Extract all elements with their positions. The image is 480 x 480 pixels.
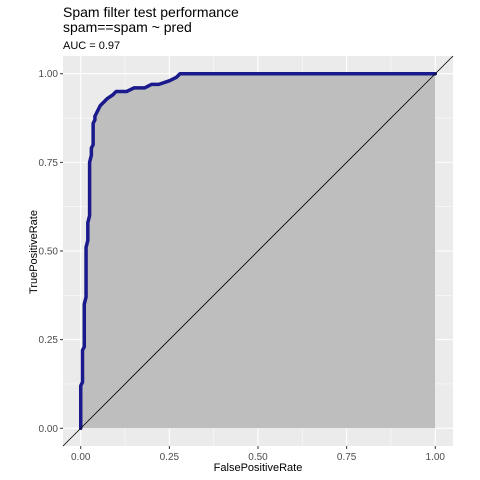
x-tick-label: 0.50 xyxy=(248,452,268,463)
y-tick-label: 0.75 xyxy=(39,158,59,169)
y-tick-label: 1.00 xyxy=(39,69,59,80)
y-axis-label: TruePositiveRate xyxy=(28,210,40,294)
roc-curve xyxy=(78,71,438,431)
x-axis-ticks: 0.00 0.25 0.50 0.75 1.00 xyxy=(71,446,445,463)
chart-subtitle: spam==spam ~ pred xyxy=(63,19,192,35)
y-tick-label: 0.50 xyxy=(39,247,59,258)
x-axis-label: FalsePositiveRate xyxy=(214,462,303,474)
auc-annotation: AUC = 0.97 xyxy=(63,40,120,52)
x-tick-label: 1.00 xyxy=(426,452,446,463)
x-tick-label: 0.25 xyxy=(160,452,180,463)
chart-title: Spam filter test performance xyxy=(63,4,239,20)
y-tick-label: 0.00 xyxy=(39,424,59,435)
y-tick-label: 0.25 xyxy=(39,335,59,346)
x-tick-label: 0.75 xyxy=(337,452,357,463)
reference-diagonal xyxy=(62,55,454,447)
y-axis-ticks: 0.00 0.25 0.50 0.75 1.00 xyxy=(39,69,63,435)
x-tick-label: 0.00 xyxy=(71,452,91,463)
